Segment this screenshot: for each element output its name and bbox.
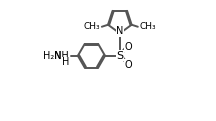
Text: N: N	[116, 26, 124, 36]
Text: CH₃: CH₃	[139, 22, 156, 31]
Text: H: H	[62, 57, 69, 67]
Text: S: S	[116, 51, 123, 61]
Text: CH₃: CH₃	[84, 22, 100, 31]
Text: H₂N: H₂N	[43, 51, 61, 61]
Text: NH: NH	[54, 51, 69, 61]
Text: O: O	[124, 42, 132, 52]
Text: O: O	[124, 60, 132, 70]
